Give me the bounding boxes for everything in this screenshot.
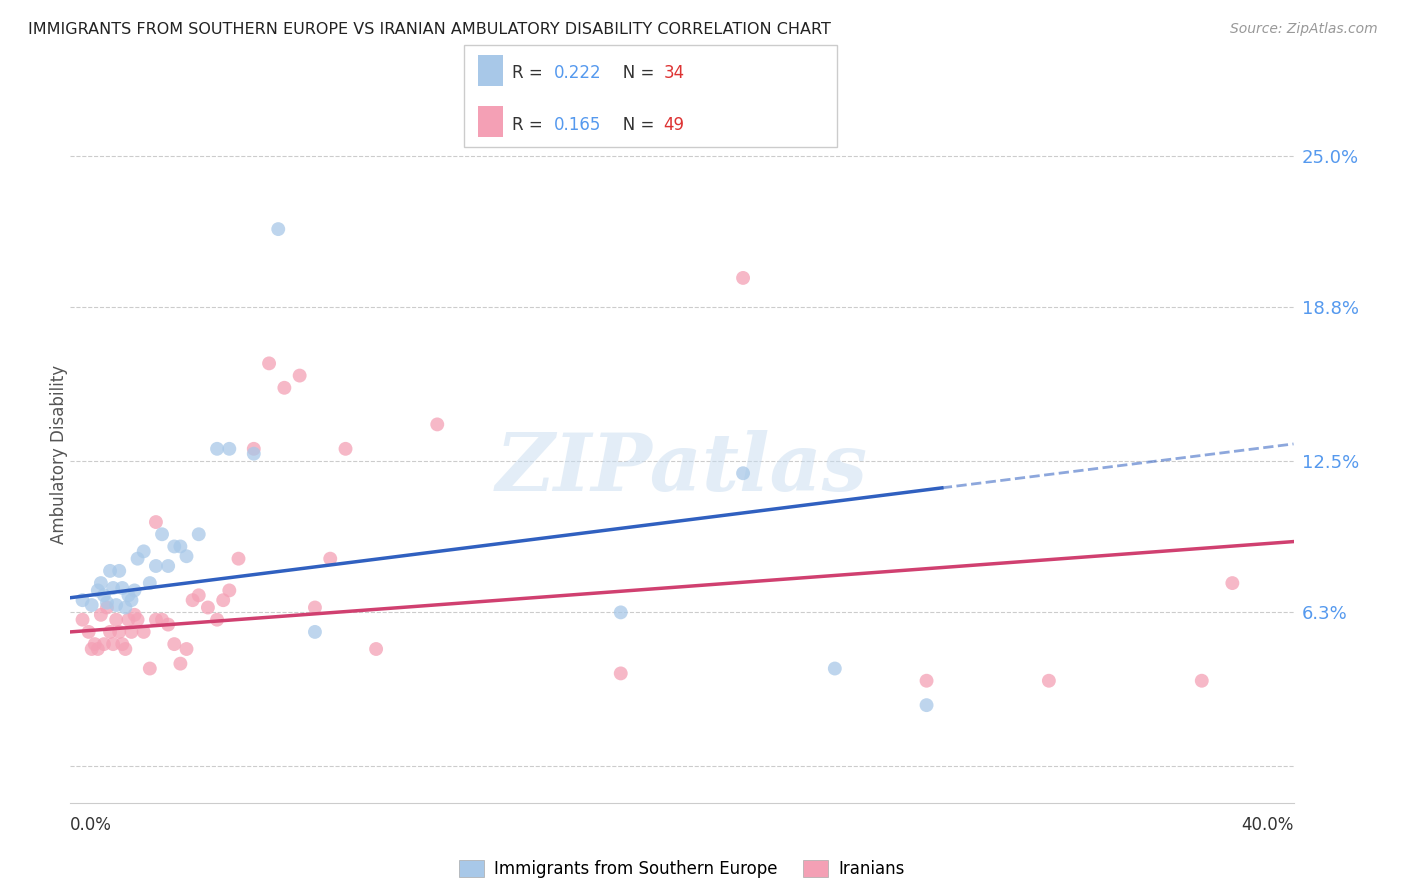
Point	[127, 551, 149, 566]
Point	[145, 613, 167, 627]
Point	[87, 642, 110, 657]
Point	[90, 576, 112, 591]
Point	[124, 583, 146, 598]
Point	[824, 661, 846, 675]
Point	[150, 613, 173, 627]
Text: 40.0%: 40.0%	[1241, 816, 1294, 834]
Point	[145, 515, 167, 529]
Point	[163, 637, 186, 651]
Text: 0.165: 0.165	[554, 116, 602, 134]
Text: R =: R =	[512, 64, 548, 82]
Point	[87, 583, 110, 598]
Point	[96, 600, 118, 615]
Point	[105, 613, 128, 627]
Point	[121, 593, 143, 607]
Text: R =: R =	[512, 116, 548, 134]
Point	[114, 642, 136, 657]
Point	[610, 666, 633, 681]
Text: Source: ZipAtlas.com: Source: ZipAtlas.com	[1230, 22, 1378, 37]
Point	[163, 540, 186, 554]
Point	[80, 598, 103, 612]
Point	[915, 673, 938, 688]
Point	[187, 588, 209, 602]
Point	[157, 617, 180, 632]
Y-axis label: Ambulatory Disability: Ambulatory Disability	[51, 366, 67, 544]
Point	[77, 624, 100, 639]
Point	[114, 600, 136, 615]
Point	[111, 637, 134, 651]
Point	[187, 527, 209, 541]
Point	[426, 417, 449, 432]
Point	[1191, 673, 1213, 688]
Text: ZIPatlas: ZIPatlas	[496, 430, 868, 508]
Point	[117, 613, 139, 627]
Point	[111, 581, 134, 595]
Point	[90, 607, 112, 622]
Text: 0.222: 0.222	[554, 64, 602, 82]
Point	[267, 222, 290, 236]
Point	[610, 606, 633, 620]
Point	[124, 607, 146, 622]
Point	[366, 642, 388, 657]
Point	[915, 698, 938, 713]
Point	[212, 593, 235, 607]
Point	[176, 549, 198, 564]
Point	[205, 613, 228, 627]
Point	[243, 447, 266, 461]
Point	[273, 381, 295, 395]
Point	[228, 551, 250, 566]
Point	[157, 559, 180, 574]
Point	[1222, 576, 1244, 591]
Point	[257, 356, 280, 370]
Point	[117, 588, 139, 602]
Text: N =: N =	[607, 64, 659, 82]
Point	[139, 661, 162, 675]
Point	[1038, 673, 1060, 688]
Point	[733, 467, 755, 481]
Point	[93, 588, 115, 602]
Point	[101, 581, 124, 595]
Point	[139, 576, 162, 591]
Point	[150, 527, 173, 541]
Point	[205, 442, 228, 456]
Point	[169, 657, 191, 671]
Point	[108, 564, 131, 578]
Point	[733, 271, 755, 285]
Point	[145, 559, 167, 574]
Point	[80, 642, 103, 657]
Point	[93, 637, 115, 651]
Point	[304, 600, 326, 615]
Text: N =: N =	[607, 116, 659, 134]
Text: 49: 49	[664, 116, 685, 134]
Point	[72, 613, 94, 627]
Text: 0.0%: 0.0%	[70, 816, 112, 834]
Point	[243, 442, 266, 456]
Point	[72, 593, 94, 607]
Point	[288, 368, 311, 383]
Point	[218, 583, 240, 598]
Point	[96, 596, 118, 610]
Point	[83, 637, 105, 651]
Point	[98, 564, 121, 578]
Point	[176, 642, 198, 657]
Point	[98, 624, 121, 639]
Text: 34: 34	[664, 64, 685, 82]
Point	[132, 544, 155, 558]
Text: IMMIGRANTS FROM SOUTHERN EUROPE VS IRANIAN AMBULATORY DISABILITY CORRELATION CHA: IMMIGRANTS FROM SOUTHERN EUROPE VS IRANI…	[28, 22, 831, 37]
Point	[127, 613, 149, 627]
Point	[304, 624, 326, 639]
Point	[197, 600, 219, 615]
Point	[218, 442, 240, 456]
Legend: Immigrants from Southern Europe, Iranians: Immigrants from Southern Europe, Iranian…	[453, 854, 911, 885]
Point	[169, 540, 191, 554]
Point	[121, 624, 143, 639]
Point	[319, 551, 342, 566]
Point	[181, 593, 204, 607]
Point	[101, 637, 124, 651]
Point	[108, 624, 131, 639]
Point	[335, 442, 357, 456]
Point	[105, 598, 128, 612]
Point	[132, 624, 155, 639]
